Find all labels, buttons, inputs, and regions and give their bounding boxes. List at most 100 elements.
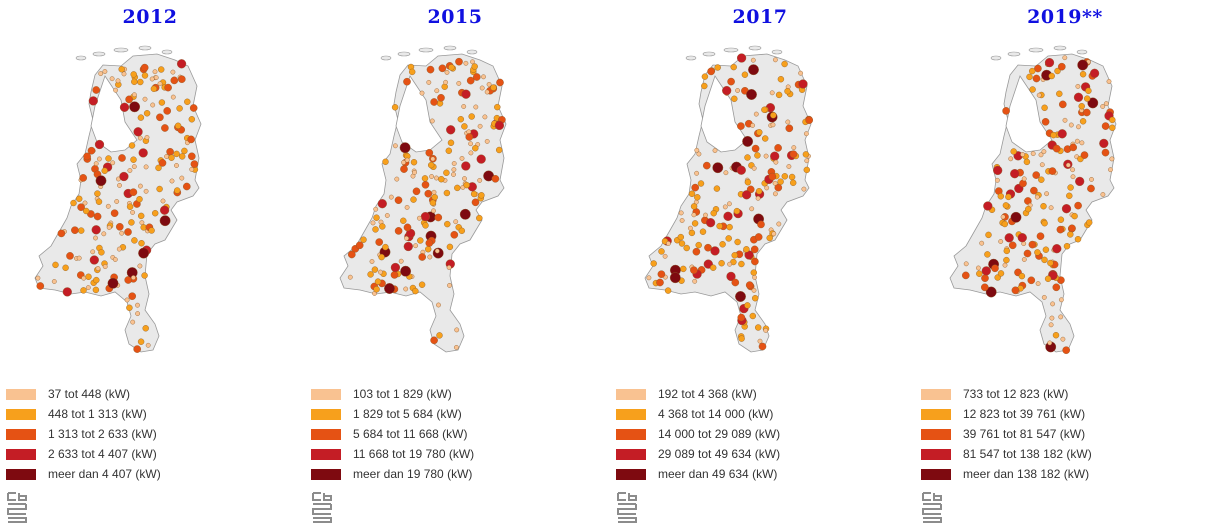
municipality-symbol (443, 189, 451, 197)
municipality-symbol (181, 147, 188, 155)
map-svg (339, 45, 507, 353)
municipality-symbol (1049, 315, 1055, 321)
municipality-symbol (378, 253, 385, 261)
municipality-symbol (102, 69, 108, 74)
municipality-symbol (750, 57, 756, 63)
municipality-symbol (484, 139, 490, 144)
island-shape (1053, 45, 1067, 51)
municipality-symbol (431, 208, 436, 214)
map-panel: 2019** 733 tot 12 823 (kW) 12 823 tot 39 7… (915, 0, 1215, 528)
municipality-symbol (1075, 84, 1081, 89)
municipality-symbol (1080, 151, 1089, 159)
legend-label: 29 089 tot 49 634 (kW) (658, 447, 781, 461)
cbs-logo-icon (617, 492, 637, 523)
municipality-symbol (1034, 194, 1040, 200)
municipality-symbol (1108, 167, 1113, 173)
municipality-symbol (1036, 232, 1045, 240)
municipality-symbol (773, 159, 779, 165)
municipality-symbol (390, 262, 401, 273)
municipality-symbol (373, 214, 380, 221)
municipality-symbol (93, 235, 98, 241)
municipality-symbol (70, 199, 77, 207)
municipality-symbol (766, 234, 773, 242)
municipality-symbol (369, 259, 375, 264)
municipality-symbol (788, 173, 796, 181)
island-shape (161, 49, 173, 55)
municipality-symbol (786, 164, 792, 169)
municipality-symbol (1061, 204, 1072, 214)
municipality-symbol (1027, 276, 1036, 285)
legend-swatch (311, 448, 341, 460)
municipality-symbol (774, 183, 783, 192)
cbs-logo-icon (7, 492, 27, 523)
municipality-symbol (1074, 201, 1082, 210)
municipality-symbol (455, 57, 463, 66)
municipality-symbol (418, 253, 426, 261)
municipality-symbol (1101, 148, 1110, 157)
municipality-symbol (802, 151, 810, 158)
municipality-symbol (1018, 272, 1026, 280)
legend-swatch (616, 468, 646, 480)
municipality-symbol (447, 139, 455, 147)
legend-item: 29 089 tot 49 634 (kW) (616, 444, 906, 464)
municipality-symbol (750, 245, 759, 254)
legend-item: 14 000 tot 29 089 (kW) (616, 424, 906, 444)
municipality-symbol (1071, 212, 1078, 220)
municipality-symbol (461, 104, 467, 109)
municipality-symbol (427, 254, 433, 260)
municipality-symbol (62, 264, 69, 272)
municipality-symbol (1038, 152, 1044, 158)
municipality-symbol (404, 235, 410, 241)
municipality-symbol (712, 162, 724, 174)
municipality-symbol (459, 208, 471, 220)
municipality-symbol (418, 281, 426, 288)
municipality-symbol (1035, 281, 1041, 287)
municipality-symbol (398, 258, 404, 264)
municipality-symbol (112, 257, 118, 262)
municipality-symbol (997, 270, 1005, 277)
municipality-symbol (101, 231, 107, 237)
island-shape (685, 55, 697, 61)
municipality-symbol (382, 243, 389, 251)
municipality-symbol (1041, 104, 1048, 112)
municipality-symbol (1060, 336, 1066, 342)
municipality-symbol (438, 175, 445, 183)
municipality-symbol (476, 154, 486, 164)
municipality-symbol (694, 194, 701, 201)
municipality-symbol (145, 342, 151, 348)
municipality-symbol (106, 225, 112, 230)
municipality-symbol (478, 192, 485, 199)
municipality-symbol (390, 271, 399, 279)
municipality-symbol (781, 60, 788, 68)
municipality-symbol (124, 276, 132, 284)
municipality-symbol (768, 172, 777, 181)
municipality-symbol (695, 241, 702, 249)
municipality-symbol (734, 238, 741, 246)
municipality-symbol (430, 336, 438, 345)
municipality-symbol (408, 68, 416, 76)
municipality-symbol (424, 245, 432, 253)
municipality-symbol (1034, 249, 1041, 256)
municipality-symbol (479, 85, 485, 91)
island-shape (1076, 49, 1088, 55)
municipality-symbol (149, 76, 155, 82)
municipality-symbol (470, 59, 475, 65)
municipality-symbol (93, 212, 102, 221)
municipality-symbol (993, 165, 1003, 175)
municipality-symbol (138, 148, 148, 158)
island-shape (990, 55, 1002, 61)
municipality-symbol (1002, 107, 1010, 115)
municipality-symbol (62, 287, 72, 297)
municipality-symbol (130, 156, 137, 163)
municipality-symbol (453, 219, 459, 225)
municipality-symbol (1039, 162, 1045, 168)
legend-item: 81 547 tot 138 182 (kW) (921, 444, 1211, 464)
municipality-symbol (374, 278, 382, 285)
municipality-symbol (461, 161, 471, 171)
municipality-symbol (401, 160, 407, 165)
municipality-symbol (789, 150, 798, 158)
municipality-symbol (178, 153, 186, 160)
municipality-symbol (1065, 162, 1071, 168)
municipality-symbol (164, 154, 170, 159)
municipality-symbol (1000, 214, 1006, 220)
